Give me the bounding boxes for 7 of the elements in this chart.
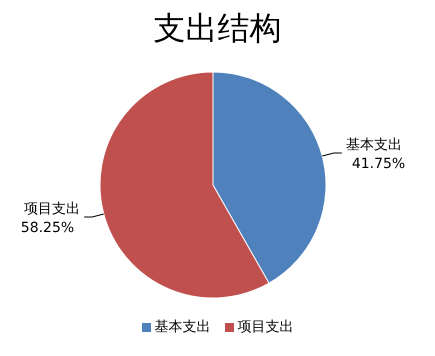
data-label: 41.75%	[352, 156, 406, 172]
chart-title: 支出结构	[152, 8, 282, 48]
slice-label: 基本支出	[346, 136, 402, 153]
legend-label: 基本支出	[154, 318, 210, 336]
data-label: 58.25%	[20, 220, 74, 236]
legend-label: 项目支出	[236, 318, 294, 336]
slice-label: 项目支出	[24, 201, 80, 218]
